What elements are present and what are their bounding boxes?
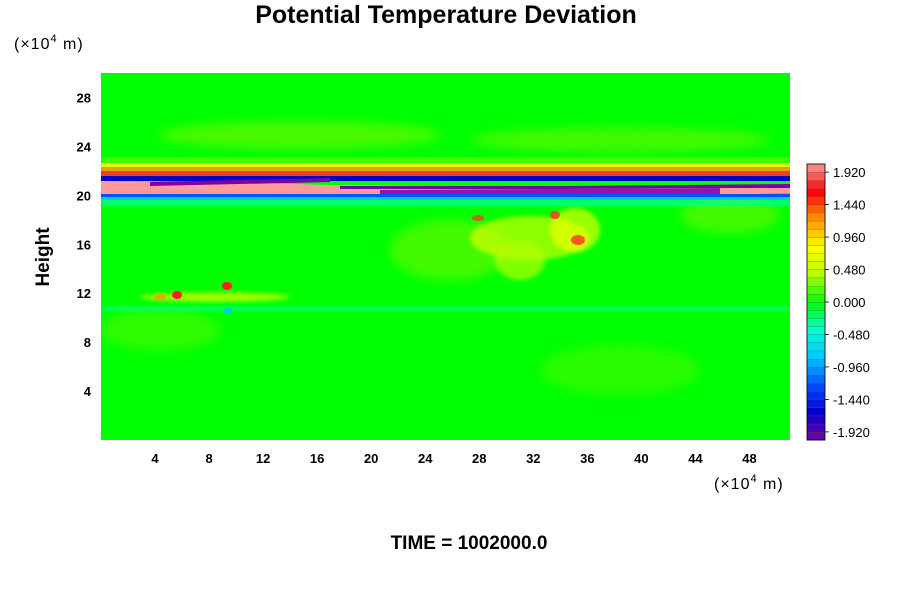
colorbar-swatch <box>806 253 826 262</box>
colorbar-tick-label: 0.480 <box>833 263 866 278</box>
colorbar-swatch <box>806 204 826 214</box>
colorbar-swatch <box>806 269 826 279</box>
y-tick-label: 28 <box>77 90 91 105</box>
heatmap-field <box>101 121 790 395</box>
colorbar-swatch <box>806 350 826 360</box>
colorbar-swatch <box>806 342 826 352</box>
colorbar-swatch <box>806 334 826 344</box>
x-unit-label: (×104 m) <box>714 473 784 493</box>
x-tick-label: 16 <box>310 451 324 466</box>
x-tick-label: 40 <box>634 451 648 466</box>
colorbar-tick-label: -1.440 <box>833 392 870 407</box>
colorbar-tick-label: 0.960 <box>833 230 866 245</box>
plot-area <box>101 73 790 440</box>
colorbar-swatch <box>806 236 826 246</box>
colorbar-swatch <box>806 180 826 189</box>
colorbar-swatch <box>806 415 826 425</box>
colorbar-swatch <box>806 245 826 254</box>
time-label: TIME = 1002000.0 <box>391 533 548 554</box>
y-tick-label: 4 <box>84 384 92 399</box>
colorbar-swatch <box>806 163 826 173</box>
x-tick-label: 48 <box>742 451 756 466</box>
colorbar-tick-label: 0.000 <box>833 295 866 310</box>
x-tick-label: 44 <box>688 451 703 466</box>
colorbar-swatch <box>806 285 826 295</box>
colorbar-swatch <box>806 188 826 197</box>
colorbar-swatch <box>806 399 826 408</box>
colorbar-swatch <box>806 318 826 327</box>
y-tick-label: 16 <box>77 237 91 252</box>
x-tick-label: 8 <box>205 451 212 466</box>
colorbar-swatch <box>806 171 826 181</box>
y-axis-label: Height <box>33 227 54 287</box>
colorbar-swatch <box>806 261 826 270</box>
colorbar-swatch <box>806 309 826 319</box>
y-axis-ticks: 4 8 12 16 20 24 28 <box>77 90 92 399</box>
x-tick-label: 24 <box>418 451 433 466</box>
colorbar-swatch <box>806 374 826 384</box>
colorbar-swatch <box>806 407 826 417</box>
y-unit-label: (×104 m) <box>14 33 84 53</box>
colorbar-tick-label: 1.440 <box>833 198 866 213</box>
x-tick-label: 28 <box>472 451 486 466</box>
colorbar-swatch <box>806 220 826 230</box>
y-tick-label: 12 <box>77 286 91 301</box>
colorbar-swatch <box>806 431 826 441</box>
colorbar-swatch <box>806 391 826 400</box>
colorbar-tick-label: -0.480 <box>833 327 870 342</box>
colorbar-swatch <box>806 423 826 433</box>
x-axis-ticks: 4 8 12 16 20 24 28 32 36 40 44 48 <box>151 451 756 466</box>
colorbar-swatch <box>806 358 826 368</box>
colorbar-swatch <box>806 228 826 238</box>
y-tick-label: 24 <box>77 139 92 154</box>
colorbar: 1.920 1.440 0.960 0.480 0.000 -0.480 -0.960 -1.… <box>806 163 870 441</box>
x-tick-label: 20 <box>364 451 378 466</box>
chart-title: Potential Temperature Deviation <box>255 1 637 29</box>
colorbar-swatch <box>806 212 826 222</box>
colorbar-swatch <box>806 326 826 335</box>
colorbar-swatch <box>806 196 826 206</box>
x-tick-label: 12 <box>256 451 270 466</box>
y-tick-label: 20 <box>77 188 91 203</box>
colorbar-tick-label: -1.920 <box>833 425 870 440</box>
x-tick-label: 32 <box>526 451 540 466</box>
colorbar-swatch <box>806 293 826 303</box>
y-tick-label: 8 <box>84 335 91 350</box>
colorbar-swatch <box>806 366 826 376</box>
colorbar-tick-label: 1.920 <box>833 165 866 180</box>
colorbar-swatch <box>806 301 826 311</box>
x-tick-label: 4 <box>151 451 159 466</box>
x-tick-label: 36 <box>580 451 594 466</box>
colorbar-swatch <box>806 277 826 287</box>
colorbar-tick-label: -0.960 <box>833 360 870 375</box>
colorbar-swatch <box>806 383 826 392</box>
